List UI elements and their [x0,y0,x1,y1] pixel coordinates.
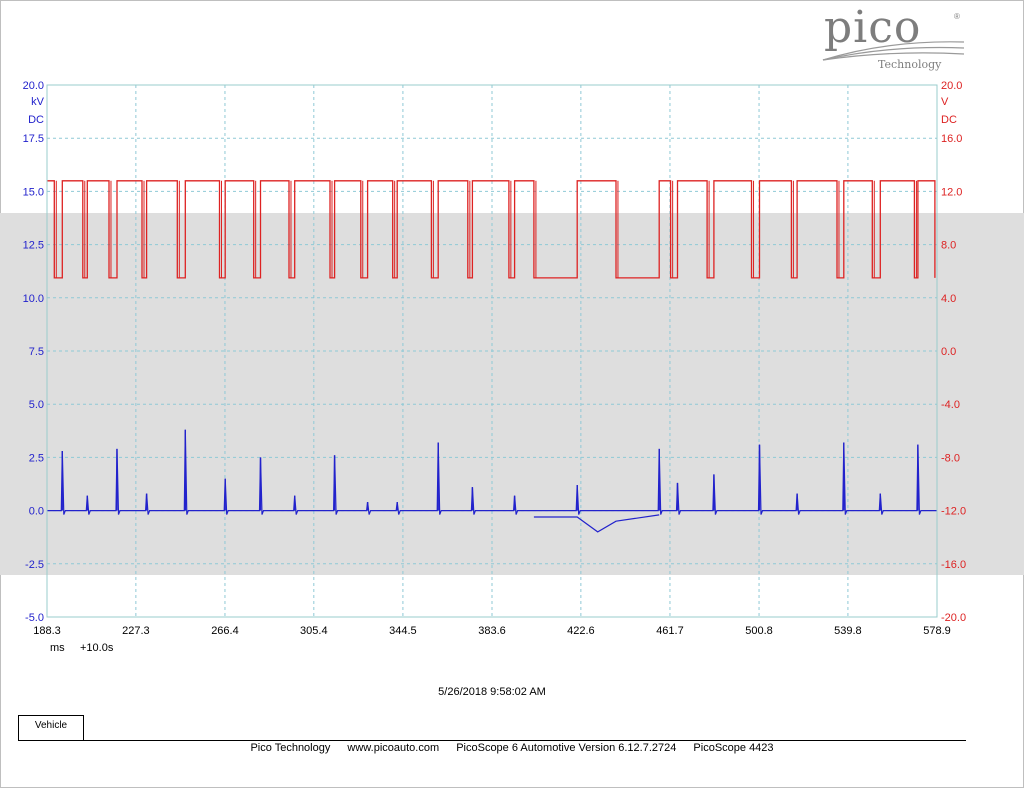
footer: Pico Technology www.picoauto.com PicoSco… [0,742,1024,754]
y-left-tick-label: 2.5 [29,452,44,464]
x-tick-label: 383.6 [478,625,506,637]
y-right-tick-label: -12.0 [941,506,966,518]
scope-chart: 188.3 227.3 266.4 305.4 344.5 383.6 422.6 461.7… [0,80,1024,637]
capture-timestamp: 5/26/2018 9:58:02 AM [438,686,546,698]
logo-swoosh-icon [822,41,965,61]
y-left-tick-label: 10.0 [23,293,44,305]
x-tick-label: 422.6 [567,625,595,637]
y-right-tick-label: 0.0 [941,346,956,358]
y-left-tick-label: 20.0 [23,80,44,92]
footer-device: PicoScope 4423 [693,742,774,754]
logo-wordmark: pico [824,2,922,53]
x-tick-label: 578.9 [923,625,951,637]
y-left-tick-label: 15.0 [23,186,44,198]
series-ignition-voltage [47,180,936,279]
tab-vehicle[interactable]: Vehicle [18,715,84,740]
x-offset-label: +10.0s [80,642,114,654]
x-tick-label: 266.4 [211,625,239,637]
footer-software: PicoScope 6 Automotive Version 6.12.7.27… [456,742,677,754]
y-left-coupling: DC [28,114,44,126]
x-tick-label: 344.5 [389,625,417,637]
y-left-tick-label: 7.5 [29,346,44,358]
y-right-tick-label: -16.0 [941,559,966,571]
y-right-unit: V [941,96,949,108]
y-right-tick-label: 4.0 [941,293,956,305]
y-left-tick-label: -2.5 [25,559,44,571]
y-left-unit: kV [31,96,45,108]
y-right-coupling: DC [941,114,957,126]
tab-divider [18,740,966,741]
y-right-tick-label: -20.0 [941,612,966,624]
y-left-tick-label: 17.5 [23,133,44,145]
y-left-tick-label: 12.5 [23,240,44,252]
footer-url[interactable]: www.picoauto.com [347,742,440,754]
y-right-tick-label: -8.0 [941,452,960,464]
x-tick-label: 227.3 [122,625,150,637]
y-left-tick-label: 5.0 [29,399,44,411]
plot-border [46,84,938,618]
x-tick-label: 539.8 [834,625,862,637]
y-right-tick-label: 12.0 [941,186,962,198]
y-left-tick-label: 0.0 [29,506,44,518]
y-right-tick-label: 16.0 [941,133,962,145]
pico-logo: pico ® Technology [818,2,968,74]
y-right-tick-label: 20.0 [941,80,962,92]
x-tick-label: 305.4 [300,625,328,637]
x-tick-label: 500.8 [745,625,773,637]
logo-registered-mark: ® [954,12,960,21]
footer-company: Pico Technology [250,742,331,754]
x-unit-label: ms [50,642,65,654]
y-right-tick-label: -4.0 [941,399,960,411]
x-tick-label: 188.3 [33,625,61,637]
y-right-tick-label: 8.0 [941,240,956,252]
logo-subtitle: Technology [878,58,942,71]
y-left-tick-label: -5.0 [25,612,44,624]
watermark-band [0,213,1024,575]
kv-dip-segment [533,514,660,533]
x-tick-label: 461.7 [656,625,684,637]
